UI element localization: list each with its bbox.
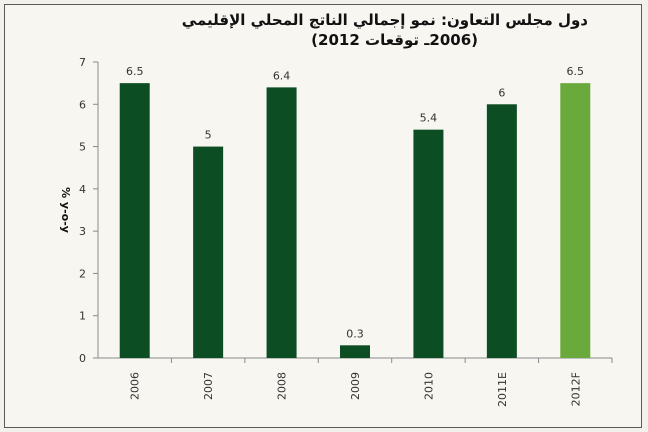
data-label-2007: 5 [205,129,212,142]
x-tick-label-2008: 2008 [276,372,289,400]
bar-2009 [340,345,370,358]
chart-frame [4,4,642,428]
y-tick-label: 0 [79,352,86,365]
x-tick-label-2006: 2006 [129,372,142,400]
bar-2011E [486,104,517,359]
chart-title-line-2: (2006ـ توقعات 2012) [311,31,478,49]
y-tick-label: 5 [79,141,86,154]
data-label-2011E: 6 [498,86,505,99]
data-label-2009: 0.3 [346,327,364,340]
x-tick-label-2010: 2010 [422,372,435,400]
chart-title: دول مجلس التعاون: نمو إجمالي الناتج المح… [28,10,588,50]
data-label-2012F: 6.5 [567,65,585,78]
y-tick-label: 4 [79,183,86,196]
data-label-2010: 5.4 [420,112,438,125]
x-tick-label-2012F: 2012F [569,372,582,406]
data-label-2008: 6.4 [273,69,291,82]
bar-2008 [266,87,297,358]
y-tick-label: 3 [79,225,86,238]
x-tick-label-2011E: 2011E [496,372,509,407]
bar-2012F [560,83,591,359]
y-tick-label: 2 [79,267,86,280]
y-tick-label: 1 [79,310,86,323]
bar-2010 [413,129,444,358]
bar-2006 [119,83,150,359]
data-label-2006: 6.5 [126,65,144,78]
y-tick-label: 6 [79,98,86,111]
y-axis-label: % y-o-y [59,187,72,233]
x-tick-label-2009: 2009 [349,372,362,400]
y-tick-label: 7 [79,56,86,69]
chart-title-line-1: دول مجلس التعاون: نمو إجمالي الناتج المح… [181,11,588,29]
x-tick-label-2007: 2007 [202,372,215,400]
bar-2007 [193,146,224,358]
